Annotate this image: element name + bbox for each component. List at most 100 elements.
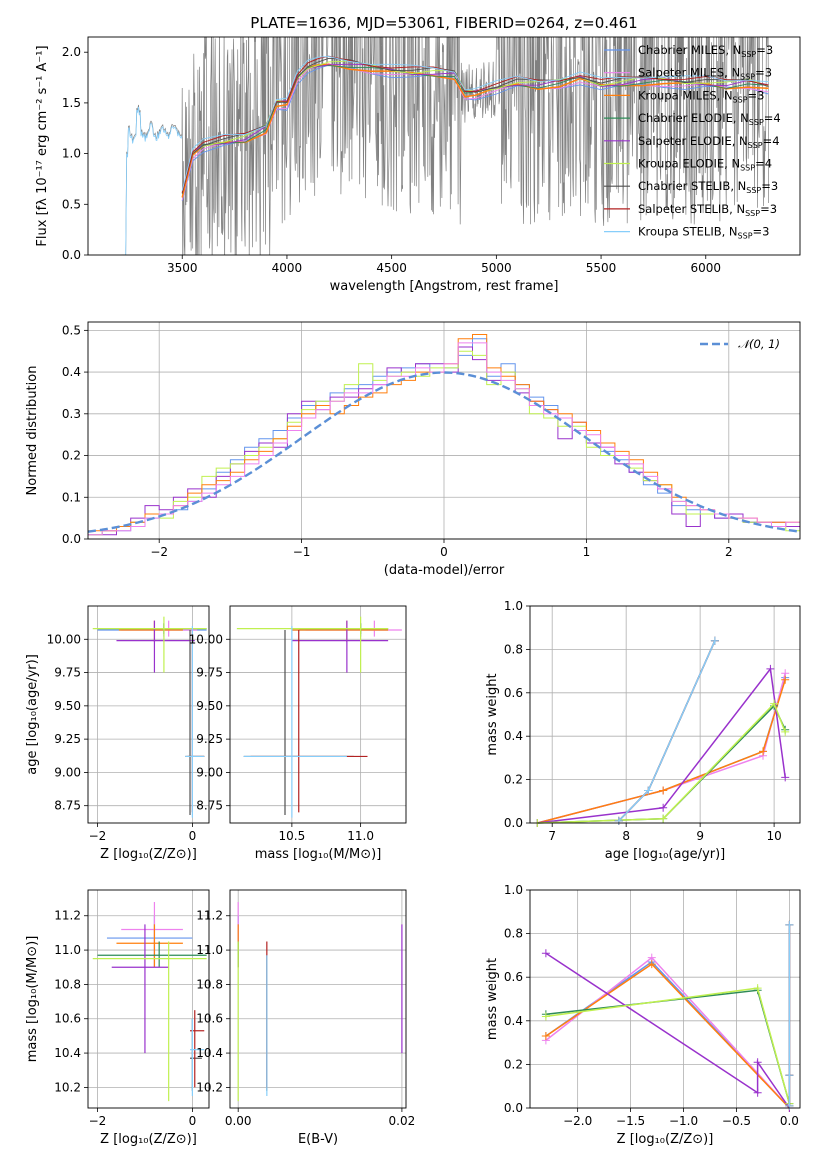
weight-point-marker xyxy=(753,1058,762,1067)
x-tick-label: −0.5 xyxy=(722,1114,751,1128)
x-tick-label: 4500 xyxy=(376,261,407,275)
x-axis-label: mass [log₁₀(M/M⊙)] xyxy=(255,847,382,862)
weight-series-line xyxy=(537,667,786,824)
legend-label-subscript: SSP xyxy=(741,50,756,59)
weight-point-marker xyxy=(541,1012,550,1021)
weight-point-marker xyxy=(753,1088,762,1097)
weight-series-line xyxy=(545,952,791,1109)
y-tick-label: 10.4 xyxy=(54,1046,81,1060)
y-tick-label: 9.00 xyxy=(54,765,81,779)
x-tick-label: 6000 xyxy=(690,261,721,275)
y-tick-label: 9.75 xyxy=(196,666,223,680)
legend-label: Salpeter STELIB, NSSP=3 xyxy=(638,202,777,218)
legend-label-subscript: SSP xyxy=(738,232,753,241)
panel-residual-hist: −2 −1 0 1 2 0.0 0.1 0.2 0.3 0.4 0.5 (data-model)/er… xyxy=(25,321,801,578)
axes-frame xyxy=(529,605,801,824)
weight-series-line xyxy=(545,987,791,1104)
axes-frame xyxy=(229,889,407,1109)
weight-point-marker xyxy=(659,803,668,812)
y-tick-label: 0.2 xyxy=(62,449,81,463)
x-tick-label: 0.00 xyxy=(225,1114,252,1128)
y-tick-label: 10.00 xyxy=(189,632,223,646)
x-tick-label: −2 xyxy=(150,545,168,559)
y-tick-label: 11.0 xyxy=(196,943,223,957)
hist-plot-area xyxy=(88,334,800,536)
legend-label: 𝒩(0, 1) xyxy=(738,337,780,351)
y-tick-label: 10.00 xyxy=(47,632,81,646)
legend-label: Chabrier ELODIE, NSSP=4 xyxy=(638,111,781,127)
panel-mass-vs-EBV: 0.00 0.02 10.2 10.4 10.6 10.8 11.0 11.2 E(B-V) xyxy=(196,889,416,1147)
weight-point-marker xyxy=(647,960,656,969)
x-tick-label: 8 xyxy=(622,829,630,843)
x-tick-label: 2 xyxy=(725,545,733,559)
weight-series-line xyxy=(537,673,786,824)
weight-point-marker xyxy=(781,675,790,684)
y-tick-label: 0.5 xyxy=(62,197,81,211)
x-tick-label: 0.02 xyxy=(389,1114,416,1128)
legend-label-subscript: SSP xyxy=(746,186,761,195)
y-tick-label: 10.6 xyxy=(196,1012,223,1026)
x-tick-label: 4000 xyxy=(272,261,303,275)
panel-weight-vs-age: 7 8 9 10 0.0 0.2 0.4 0.6 0.8 1.0 age [log₁₀(age/yr… xyxy=(485,599,801,862)
model-spectrum-line xyxy=(181,55,769,194)
y-tick-label: 0.4 xyxy=(504,1014,523,1028)
y-axis-label: mass [log₁₀(M/M⊙)] xyxy=(25,936,40,1063)
legend-label-suffix: =3 xyxy=(761,179,778,193)
x-tick-label: −2 xyxy=(89,829,107,843)
x-tick-label: 3500 xyxy=(167,261,198,275)
y-tick-label: 11.0 xyxy=(54,943,81,957)
y-tick-label: 1.0 xyxy=(504,883,523,897)
x-tick-label: 0 xyxy=(440,545,448,559)
y-tick-label: 9.25 xyxy=(54,732,81,746)
weight-point-marker xyxy=(659,786,668,795)
axes-frame xyxy=(87,605,210,824)
histogram-step-line xyxy=(88,342,800,536)
legend-label-subscript: SSP xyxy=(745,209,760,218)
y-tick-label: 0.0 xyxy=(504,816,523,830)
weight-point-marker xyxy=(770,699,779,708)
x-axis-label: (data-model)/error xyxy=(384,563,505,578)
x-tick-label: −1.0 xyxy=(669,1114,698,1128)
legend-label-suffix: =3 xyxy=(748,88,765,102)
weight-point-marker xyxy=(785,920,794,929)
weight-series-line xyxy=(537,704,786,824)
panel-age-vs-Z: −2 0 8.75 9.00 9.25 9.50 9.75 10.00 Z [log₁₀(Z/Z… xyxy=(25,605,210,862)
legend-label: Salpeter MILES, NSSP=3 xyxy=(638,66,772,82)
legend-label-suffix: =4 xyxy=(764,111,781,125)
x-axis-label: Z [log₁₀(Z/Z⊙)] xyxy=(617,1132,714,1147)
x-tick-label: 5500 xyxy=(586,261,617,275)
figure-title: PLATE=1636, MJD=53061, FIBERID=0264, z=0… xyxy=(250,14,637,32)
y-tick-label: 0.4 xyxy=(62,365,81,379)
legend-label: Kroupa MILES, NSSP=3 xyxy=(638,88,764,104)
legend-label-subscript: SSP xyxy=(733,95,748,104)
panel-spectrum: 3500 4000 4500 5000 5500 6000 0.0 0.5 1.0 1.5 2.0 w… xyxy=(35,36,801,294)
weight-series-line xyxy=(545,960,790,1109)
y-tick-label: 0.8 xyxy=(504,927,523,941)
y-tick-label: 0.0 xyxy=(62,532,81,546)
weight-point-marker xyxy=(766,664,775,673)
axes-frame xyxy=(87,321,801,540)
weight-series-line xyxy=(537,702,786,824)
y-tick-label: 9.50 xyxy=(54,699,81,713)
model-kroupa-stelib-line xyxy=(125,106,183,255)
x-tick-label: −1 xyxy=(293,545,311,559)
legend-label-subscript: SSP xyxy=(740,73,755,82)
errorbar-plot-area xyxy=(92,902,207,1102)
y-tick-label: 10.8 xyxy=(54,977,81,991)
weight-point-marker xyxy=(785,1071,794,1080)
y-tick-label: 0.4 xyxy=(504,729,523,743)
weight-series-line xyxy=(537,679,786,824)
legend-label: Salpeter ELODIE, NSSP=4 xyxy=(638,134,780,150)
y-tick-label: 8.75 xyxy=(196,799,223,813)
weight-point-marker xyxy=(781,773,790,782)
y-axis-label: Flux [fλ 10⁻¹⁷ erg cm⁻² s⁻¹ A⁻¹] xyxy=(35,45,50,246)
y-tick-label: 0.2 xyxy=(504,773,523,787)
normal-curve-line xyxy=(88,371,800,533)
weight-point-marker xyxy=(644,786,653,795)
weight-point-marker xyxy=(614,816,623,825)
weight-point-marker xyxy=(781,727,790,736)
y-tick-label: 0.2 xyxy=(504,1057,523,1071)
y-tick-label: 0.8 xyxy=(504,642,523,656)
legend-label-suffix: =3 xyxy=(753,225,770,239)
axes-frame xyxy=(529,889,801,1109)
